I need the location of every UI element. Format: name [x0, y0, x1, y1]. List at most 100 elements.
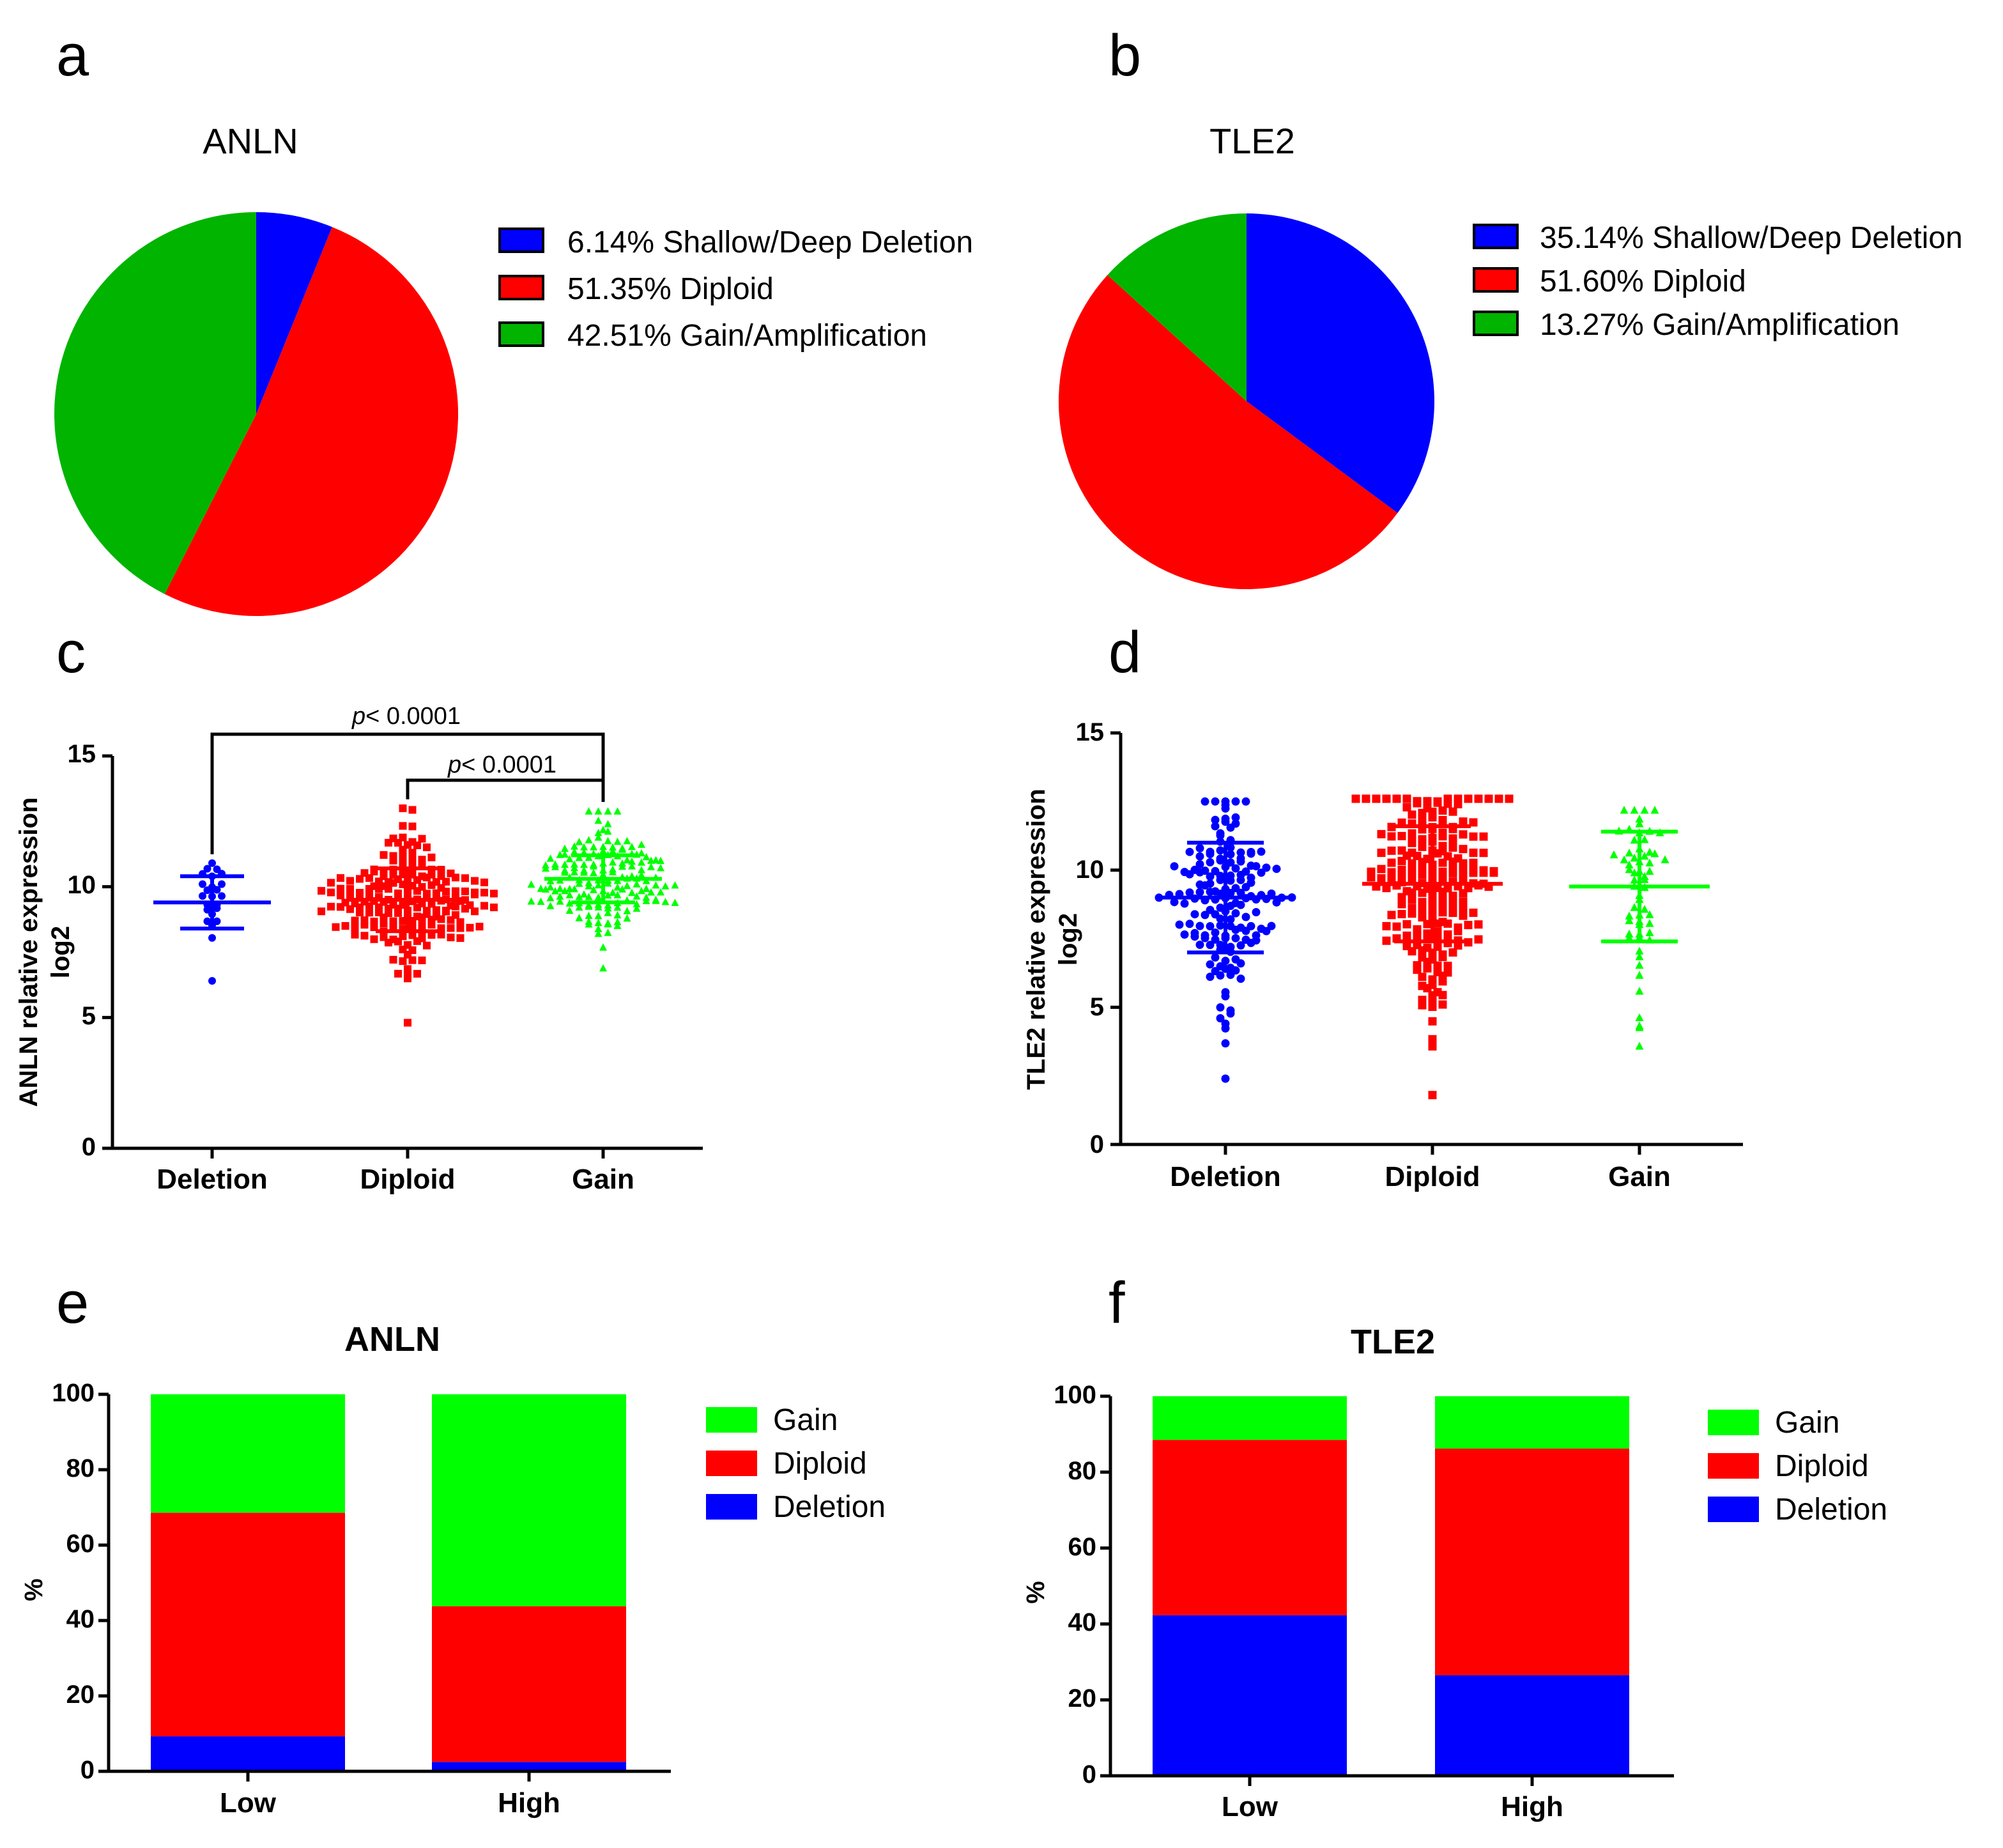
data-point — [613, 911, 622, 919]
data-point — [613, 837, 622, 845]
data-point — [1428, 1003, 1437, 1012]
data-point — [618, 862, 626, 870]
data-point — [1459, 911, 1468, 920]
significance-bracket — [406, 778, 605, 802]
data-point — [365, 874, 373, 882]
data-point — [542, 885, 549, 893]
data-point — [1241, 797, 1250, 806]
data-point — [1630, 853, 1639, 862]
legend-label: 42.51% Gain/Amplification — [567, 319, 927, 353]
data-point — [351, 923, 359, 932]
data-point — [585, 911, 593, 920]
data-point — [1459, 817, 1468, 826]
data-point — [370, 923, 378, 932]
data-point — [604, 836, 612, 845]
data-point — [580, 890, 588, 898]
data-point — [1236, 974, 1245, 983]
data-point — [575, 914, 583, 921]
data-point — [1216, 875, 1225, 884]
bar-segment — [432, 1394, 626, 1606]
data-point — [1448, 909, 1457, 917]
data-point — [1216, 831, 1225, 840]
data-point — [1231, 797, 1240, 806]
pie-slice — [164, 227, 459, 617]
data-point — [1423, 964, 1432, 973]
data-point — [599, 826, 607, 833]
data-point — [546, 894, 555, 902]
data-point — [408, 806, 417, 814]
data-point — [380, 851, 388, 859]
legend-label: 51.35% Diploid — [567, 272, 774, 306]
data-point — [594, 881, 602, 889]
data-point — [1443, 919, 1452, 928]
data-point — [423, 941, 431, 950]
data-point — [1640, 851, 1649, 860]
data-point — [1428, 948, 1437, 957]
data-point — [1402, 803, 1411, 812]
data-point — [1272, 865, 1281, 874]
data-point — [1387, 858, 1396, 867]
data-point — [418, 921, 426, 929]
data-point — [203, 865, 211, 873]
data-point — [1372, 794, 1381, 803]
data-point — [360, 932, 369, 940]
data-point — [1221, 964, 1230, 973]
data-point — [1211, 953, 1220, 962]
data-point — [537, 897, 545, 905]
data-point — [1185, 920, 1194, 928]
data-point — [527, 880, 535, 888]
data-point — [1226, 889, 1235, 897]
data-point — [527, 897, 535, 905]
data-point — [1459, 897, 1468, 906]
data-point — [1448, 948, 1457, 957]
data-point — [213, 886, 221, 894]
data-point — [565, 855, 574, 863]
data-point — [1625, 865, 1634, 874]
data-point — [327, 879, 335, 887]
x-category-label: Diploid — [1385, 1161, 1480, 1192]
data-point — [385, 838, 392, 847]
data-point — [537, 884, 545, 892]
data-point — [1206, 960, 1215, 969]
legend-swatch-diploid — [1708, 1453, 1759, 1479]
data-point — [657, 856, 664, 865]
bar-segment — [1153, 1615, 1347, 1776]
data-point — [427, 900, 436, 908]
panel-letter-c: c — [56, 620, 86, 685]
data-point — [1640, 875, 1649, 883]
data-point — [1382, 794, 1391, 803]
data-point — [1221, 804, 1230, 813]
data-point — [1206, 922, 1215, 930]
data-point — [389, 917, 397, 925]
data-point — [1226, 876, 1235, 885]
data-point — [404, 1019, 411, 1027]
data-point — [356, 909, 364, 916]
data-point — [471, 890, 479, 898]
data-point — [1267, 921, 1276, 930]
data-point — [599, 943, 607, 951]
data-point — [442, 888, 450, 896]
data-point — [1170, 898, 1179, 907]
data-point — [1645, 928, 1654, 936]
data-point — [447, 916, 455, 924]
data-point — [638, 866, 645, 874]
data-point — [594, 925, 602, 932]
data-point — [585, 882, 593, 889]
data-point — [337, 891, 344, 900]
data-point — [604, 920, 612, 928]
data-point — [1236, 888, 1245, 897]
data-point — [642, 884, 650, 892]
data-point — [613, 903, 622, 911]
data-point — [594, 918, 602, 927]
data-point — [661, 882, 670, 889]
data-point — [1377, 829, 1386, 838]
x-category-label: Deletion — [1170, 1161, 1281, 1192]
data-point — [1206, 872, 1215, 881]
data-point — [1635, 952, 1644, 960]
panel-letter-e: e — [56, 1270, 89, 1336]
data-point — [1620, 806, 1629, 814]
data-point — [1190, 910, 1199, 919]
data-point — [1201, 911, 1209, 920]
data-point — [647, 863, 655, 870]
data-point — [447, 934, 455, 941]
